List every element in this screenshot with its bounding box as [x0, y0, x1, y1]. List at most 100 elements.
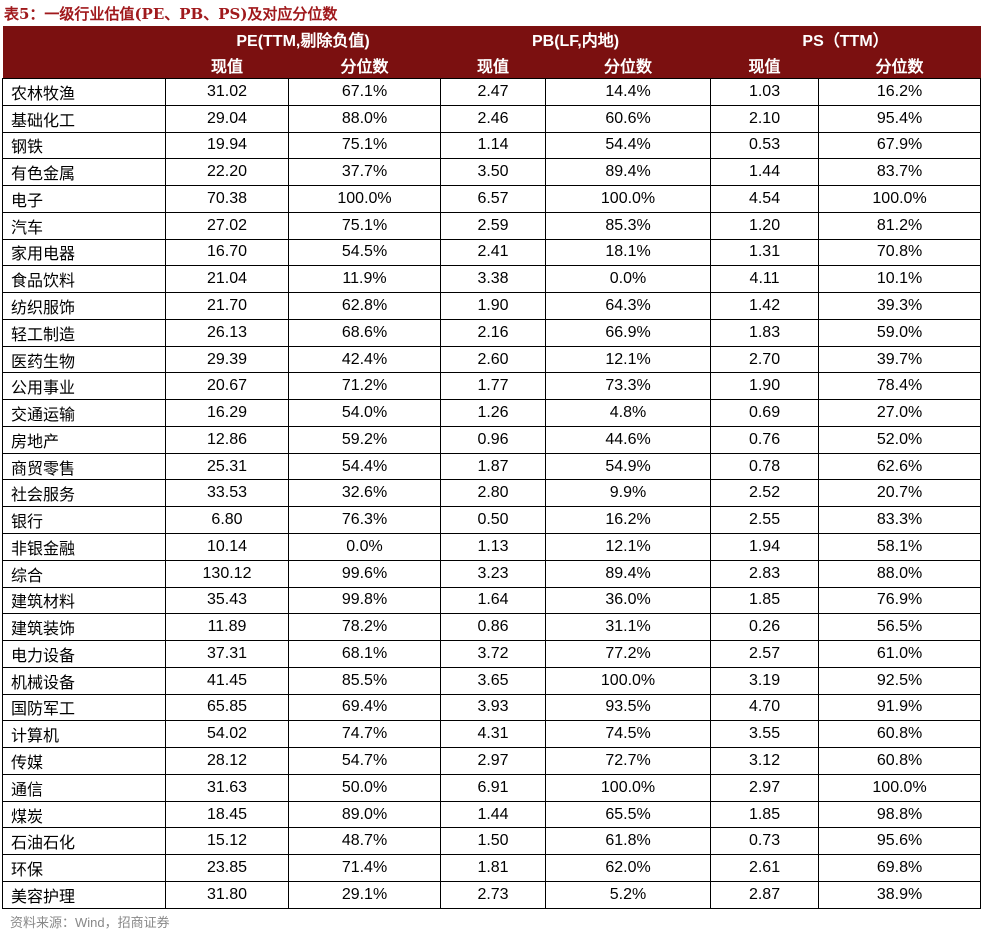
table-cell: 37.7%: [287, 158, 442, 187]
table-cell: 11.89: [165, 613, 289, 642]
table-cell: 71.2%: [287, 372, 442, 401]
table-cell: 100.0%: [545, 666, 712, 695]
table-cell: 2.83: [710, 559, 820, 588]
table-cell: 70.8%: [818, 238, 982, 267]
header-row: PE(TTM,剔除负值) PB(LF,内地) PS（TTM）: [2, 26, 981, 79]
table-cell: 54.4%: [545, 131, 712, 160]
industry-label: 建筑材料: [2, 586, 166, 615]
table-cell: 100.0%: [287, 185, 442, 213]
table-cell: 0.78: [710, 452, 820, 481]
table-cell: 1.26: [440, 399, 547, 427]
table-cell: 68.6%: [287, 318, 442, 347]
table-cell: 12.1%: [545, 533, 712, 561]
table-row: 食品饮料 21.04 11.9% 3.38 0.0% 4.11 10.1%: [2, 265, 982, 294]
industry-label: 基础化工: [2, 104, 166, 133]
table-cell: 1.90: [440, 292, 547, 320]
table-row: 电子 70.38 100.0% 6.57 100.0% 4.54 100.0%: [2, 185, 982, 213]
table-cell: 36.0%: [545, 586, 712, 615]
table-row: 纺织服饰 21.70 62.8% 1.90 64.3% 1.42 39.3%: [2, 292, 982, 320]
table-cell: 5.2%: [545, 880, 712, 909]
table-cell: 3.50: [440, 158, 547, 187]
table-cell: 27.02: [165, 211, 289, 240]
table-cell: 18.45: [165, 800, 289, 829]
table-cell: 28.12: [165, 747, 289, 775]
table-cell: 68.1%: [287, 640, 442, 668]
industry-label: 传媒: [2, 747, 166, 775]
table-body: 农林牧渔 31.02 67.1% 2.47 14.4% 1.03 16.2% 基础化工 29.0…: [2, 78, 982, 909]
table-cell: 62.0%: [545, 854, 712, 882]
table-cell: 3.55: [710, 720, 820, 749]
table-cell: 78.4%: [818, 372, 982, 401]
table-cell: 2.46: [440, 104, 547, 133]
table-cell: 29.1%: [287, 880, 442, 909]
industry-label: 公用事业: [2, 372, 166, 401]
table-cell: 60.6%: [545, 104, 712, 133]
table-cell: 3.12: [710, 747, 820, 775]
table-cell: 10.14: [165, 533, 289, 561]
table-cell: 56.5%: [818, 613, 982, 642]
table-cell: 77.2%: [545, 640, 712, 668]
table-cell: 4.11: [710, 265, 820, 294]
source-note: 资料来源：Wind，招商证券: [10, 915, 170, 930]
table-row: 钢铁 19.94 75.1% 1.14 54.4% 0.53 67.9%: [2, 131, 982, 160]
table-cell: 0.53: [710, 131, 820, 160]
table-cell: 19.94: [165, 131, 289, 160]
industry-label: 汽车: [2, 211, 166, 240]
industry-label: 建筑装饰: [2, 613, 166, 642]
industry-label: 机械设备: [2, 666, 166, 695]
table-cell: 32.6%: [287, 479, 442, 508]
column-header: 分位数: [818, 52, 981, 79]
table-cell: 20.67: [165, 372, 289, 401]
table-cell: 2.55: [710, 506, 820, 535]
industry-label: 食品饮料: [2, 265, 166, 294]
table-cell: 33.53: [165, 479, 289, 508]
table-cell: 3.19: [710, 666, 820, 695]
industry-label: 交通运输: [2, 399, 166, 427]
industry-label: 房地产: [2, 425, 166, 454]
table-cell: 95.4%: [818, 104, 982, 133]
table-cell: 60.8%: [818, 747, 982, 775]
table-cell: 74.5%: [545, 720, 712, 749]
table-cell: 6.91: [440, 773, 547, 802]
table-row: 煤炭 18.45 89.0% 1.44 65.5% 1.85 98.8%: [2, 800, 982, 829]
industry-label: 农林牧渔: [2, 78, 166, 106]
table-cell: 65.5%: [545, 800, 712, 829]
table-cell: 2.47: [440, 78, 547, 106]
table-cell: 72.7%: [545, 747, 712, 775]
table-cell: 62.8%: [287, 292, 442, 320]
industry-label: 有色金属: [2, 158, 166, 187]
table-cell: 92.5%: [818, 666, 982, 695]
table-row: 建筑装饰 11.89 78.2% 0.86 31.1% 0.26 56.5%: [2, 613, 982, 642]
table-cell: 88.0%: [287, 104, 442, 133]
table-cell: 54.9%: [545, 452, 712, 481]
industry-label: 电力设备: [2, 640, 166, 668]
table-row: 汽车 27.02 75.1% 2.59 85.3% 1.20 81.2%: [2, 211, 982, 240]
table-cell: 76.9%: [818, 586, 982, 615]
table-cell: 31.1%: [545, 613, 712, 642]
table-cell: 2.59: [440, 211, 547, 240]
table-cell: 1.64: [440, 586, 547, 615]
table-cell: 0.0%: [545, 265, 712, 294]
table-row: 商贸零售 25.31 54.4% 1.87 54.9% 0.78 62.6%: [2, 452, 982, 481]
table-cell: 75.1%: [287, 211, 442, 240]
table-cell: 21.04: [165, 265, 289, 294]
column-header: 分位数: [545, 52, 711, 79]
table-cell: 54.5%: [287, 238, 442, 267]
header-corner: [2, 26, 166, 79]
table-cell: 2.73: [440, 880, 547, 909]
table-cell: 0.96: [440, 425, 547, 454]
table-cell: 54.0%: [287, 399, 442, 427]
table-cell: 52.0%: [818, 425, 982, 454]
table-row: 传媒 28.12 54.7% 2.97 72.7% 3.12 60.8%: [2, 747, 982, 775]
table-cell: 1.85: [710, 800, 820, 829]
table-cell: 2.70: [710, 345, 820, 374]
table-cell: 31.80: [165, 880, 289, 909]
table-cell: 99.8%: [287, 586, 442, 615]
table-cell: 4.8%: [545, 399, 712, 427]
table-cell: 0.50: [440, 506, 547, 535]
table-cell: 1.83: [710, 318, 820, 347]
table-cell: 2.52: [710, 479, 820, 508]
table-cell: 62.6%: [818, 452, 982, 481]
industry-label: 社会服务: [2, 479, 166, 508]
